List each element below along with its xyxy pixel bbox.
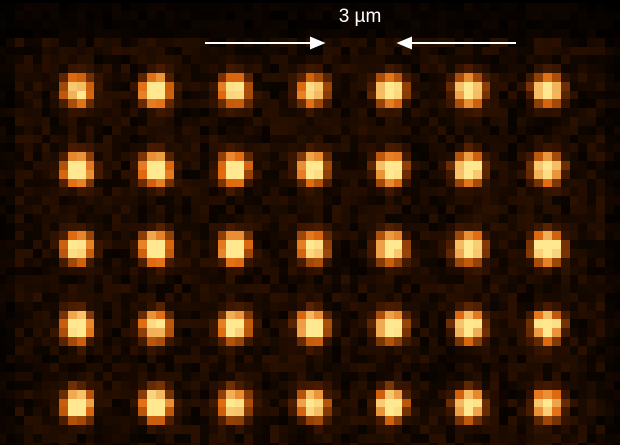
scale-bar-label: 3 µm [338, 6, 382, 27]
right-arrowhead-icon [310, 36, 326, 50]
left-arrowhead-icon [396, 36, 412, 50]
